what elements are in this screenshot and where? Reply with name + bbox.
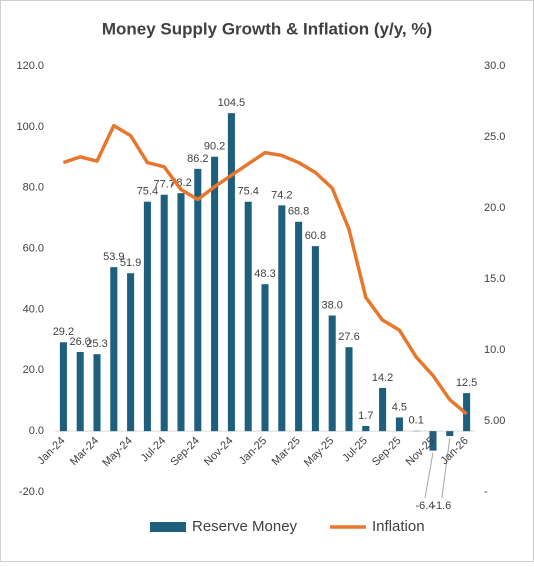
bar [446, 431, 453, 436]
bar [127, 273, 134, 431]
data-label: 4.5 [392, 401, 407, 413]
y-tick-label: 0.0 [29, 425, 44, 437]
data-label: 12.5 [456, 377, 477, 389]
data-label: 0.1 [409, 415, 424, 427]
bar [396, 417, 403, 431]
bar [278, 205, 285, 431]
bar [228, 113, 235, 431]
bar [345, 347, 352, 431]
data-label: 14.2 [372, 372, 393, 384]
data-label: 27.6 [338, 331, 359, 343]
y2-tick-label: 10.0 [484, 344, 505, 356]
bar [110, 267, 117, 431]
data-label: -1.6 [432, 500, 451, 512]
bar [194, 169, 201, 431]
y-tick-label: 40.0 [23, 303, 44, 315]
data-label: 51.9 [120, 257, 141, 269]
data-label: 74.2 [271, 189, 292, 201]
y-tick-label: -20.0 [19, 486, 44, 498]
legend-label: Reserve Money [192, 518, 298, 535]
bar [93, 354, 100, 431]
chart-title: Money Supply Growth & Inflation (y/y, %) [102, 19, 432, 38]
legend-label: Inflation [372, 518, 425, 535]
data-label: 48.3 [254, 268, 275, 280]
bar [177, 193, 184, 431]
bar [77, 352, 84, 431]
bar [161, 195, 168, 431]
y2-tick-label: - [484, 486, 488, 498]
y2-tick-label: 15.0 [484, 273, 505, 285]
bar [379, 388, 386, 431]
y-tick-label: 20.0 [23, 364, 44, 376]
legend-swatch [150, 522, 186, 532]
data-label: 68.8 [288, 206, 309, 218]
data-label: 90.2 [204, 141, 225, 153]
y-tick-label: 120.0 [16, 60, 44, 72]
bar [144, 202, 151, 431]
data-label: 25.3 [86, 338, 107, 350]
data-label: 38.0 [321, 299, 342, 311]
bar [245, 202, 252, 431]
data-label: 75.4 [237, 186, 258, 198]
y2-tick-label: 30.0 [484, 60, 505, 72]
data-label: 104.5 [218, 97, 246, 109]
bar [362, 426, 369, 431]
y2-tick-label: 25.0 [484, 131, 505, 143]
y-tick-label: 100.0 [16, 121, 44, 133]
data-label: 86.2 [187, 153, 208, 165]
data-label: 1.7 [358, 410, 373, 422]
y-tick-label: 60.0 [23, 242, 44, 254]
bar [312, 246, 319, 431]
bar [60, 342, 67, 431]
bar [329, 316, 336, 432]
bar [261, 284, 268, 431]
y2-tick-label: 5.00 [484, 415, 505, 427]
data-label: 60.8 [305, 230, 326, 242]
y2-tick-label: 20.0 [484, 202, 505, 214]
bar [211, 157, 218, 431]
bar [295, 222, 302, 431]
y-tick-label: 80.0 [23, 182, 44, 194]
